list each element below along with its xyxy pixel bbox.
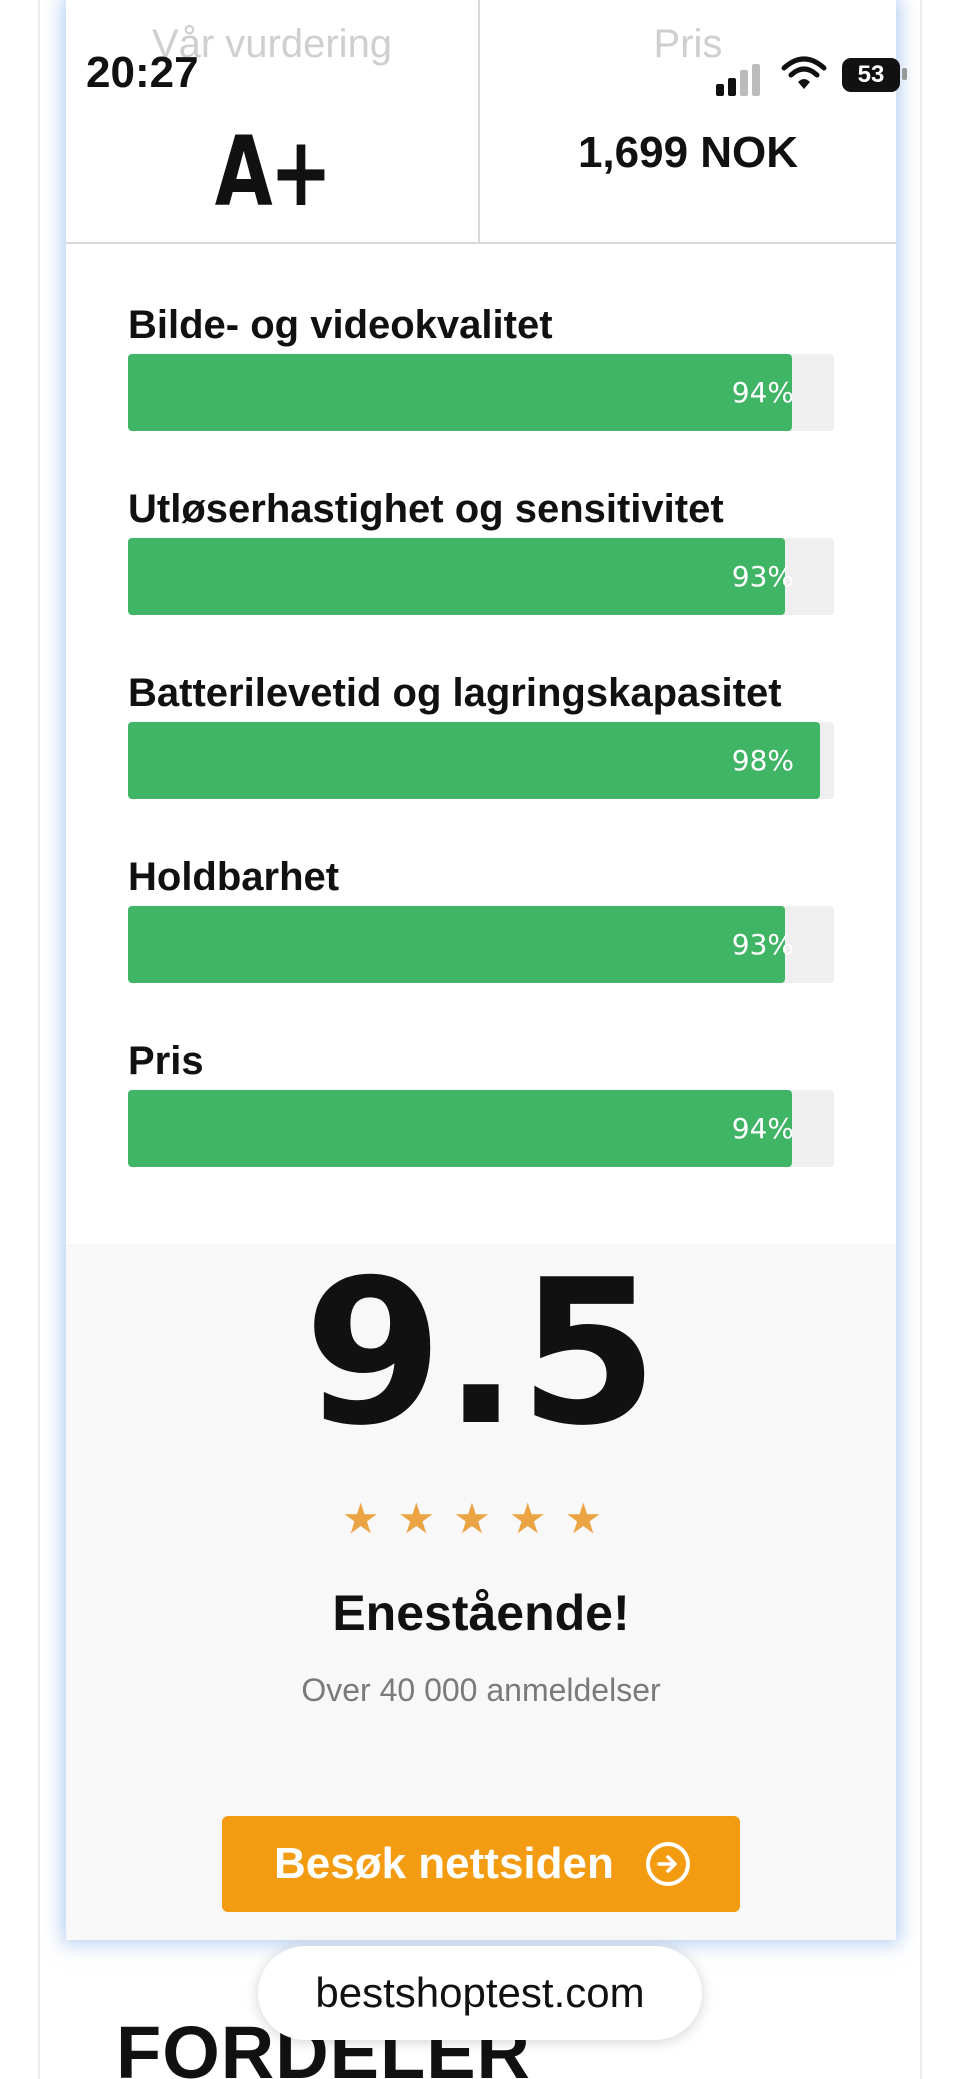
wifi-icon xyxy=(781,56,827,89)
star-icon: ★ xyxy=(508,1495,565,1542)
rating-bar-percent: 94% xyxy=(731,376,794,409)
rating-bar-item: Pris 94% xyxy=(128,1036,836,1167)
price-label: Pris xyxy=(653,22,723,66)
battery-tip xyxy=(902,68,907,80)
rating-header: Vår vurdering A+ Pris 1,699 NOK xyxy=(66,0,896,244)
rating-bar-item: Bilde- og videokvalitet 94% xyxy=(128,300,836,431)
page-rail-left xyxy=(38,0,40,2079)
review-count: Over 40 000 anmeldelser xyxy=(301,1672,661,1708)
rating-bar-track: 94% xyxy=(128,1090,834,1167)
rating-bar-label: Bilde- og videokvalitet xyxy=(128,303,553,347)
visit-website-button[interactable]: Besøk nettsiden xyxy=(222,1816,740,1912)
star-icon: ★ xyxy=(397,1495,454,1542)
overall-score: 9.5 xyxy=(303,1237,659,1470)
star-icon: ★ xyxy=(341,1495,398,1542)
price-value: 1,699 NOK xyxy=(577,128,799,177)
rating-cell: Vår vurdering A+ xyxy=(66,0,480,242)
rating-bar-percent: 93% xyxy=(731,560,794,593)
rating-bar-label: Utløserhastighet og sensitivitet xyxy=(128,487,724,531)
rating-bar-item: Batterilevetid og lagringskapasitet 98% xyxy=(128,668,836,799)
rating-bar-fill xyxy=(128,354,792,431)
rating-bar-track: 94% xyxy=(128,354,834,431)
rating-bar-track: 93% xyxy=(128,538,834,615)
verdict-text: Enestående! xyxy=(332,1585,630,1641)
half-star-icon: ★ xyxy=(564,1495,621,1542)
browser-url-bar[interactable]: bestshoptest.com xyxy=(258,1946,702,2040)
rating-bar-percent: 94% xyxy=(731,1112,794,1145)
rating-bar-fill xyxy=(128,1090,792,1167)
page-rail-right xyxy=(920,0,922,2079)
rating-bar-percent: 93% xyxy=(731,928,794,961)
rating-bar-fill xyxy=(128,722,820,799)
rating-bar-track: 93% xyxy=(128,906,834,983)
status-icons: 53 xyxy=(714,56,914,96)
rating-label: Vår vurdering xyxy=(151,22,393,66)
rating-bar-label: Pris xyxy=(128,1039,204,1083)
rating-card: Vår vurdering A+ Pris 1,699 NOK Bilde- o… xyxy=(66,0,896,1940)
rating-bar-item: Holdbarhet 93% xyxy=(128,852,836,983)
rating-bar-label: Holdbarhet xyxy=(128,855,340,899)
rating-bar-fill xyxy=(128,538,785,615)
price-cell: Pris 1,699 NOK xyxy=(480,0,896,242)
battery-icon: 53 xyxy=(842,58,900,92)
status-time: 20:27 xyxy=(86,48,199,97)
rating-bar-fill xyxy=(128,906,785,983)
rating-grade: A+ xyxy=(214,116,333,228)
rating-bar-percent: 98% xyxy=(731,744,794,777)
visit-website-label: Besøk nettsiden xyxy=(274,1839,614,1888)
score-section: 9.5 ★★★★★ Enestående! Over 40 000 anmeld… xyxy=(66,1244,896,1940)
rating-bar-track: 98% xyxy=(128,722,834,799)
star-icon: ★ xyxy=(453,1495,509,1542)
star-rating: ★★★★★ xyxy=(66,1494,896,1543)
rating-bar-item: Utløserhastighet og sensitivitet 93% xyxy=(128,484,836,615)
rating-bar-label: Batterilevetid og lagringskapasitet xyxy=(128,671,782,715)
arrow-circle-right-icon xyxy=(646,1842,690,1886)
